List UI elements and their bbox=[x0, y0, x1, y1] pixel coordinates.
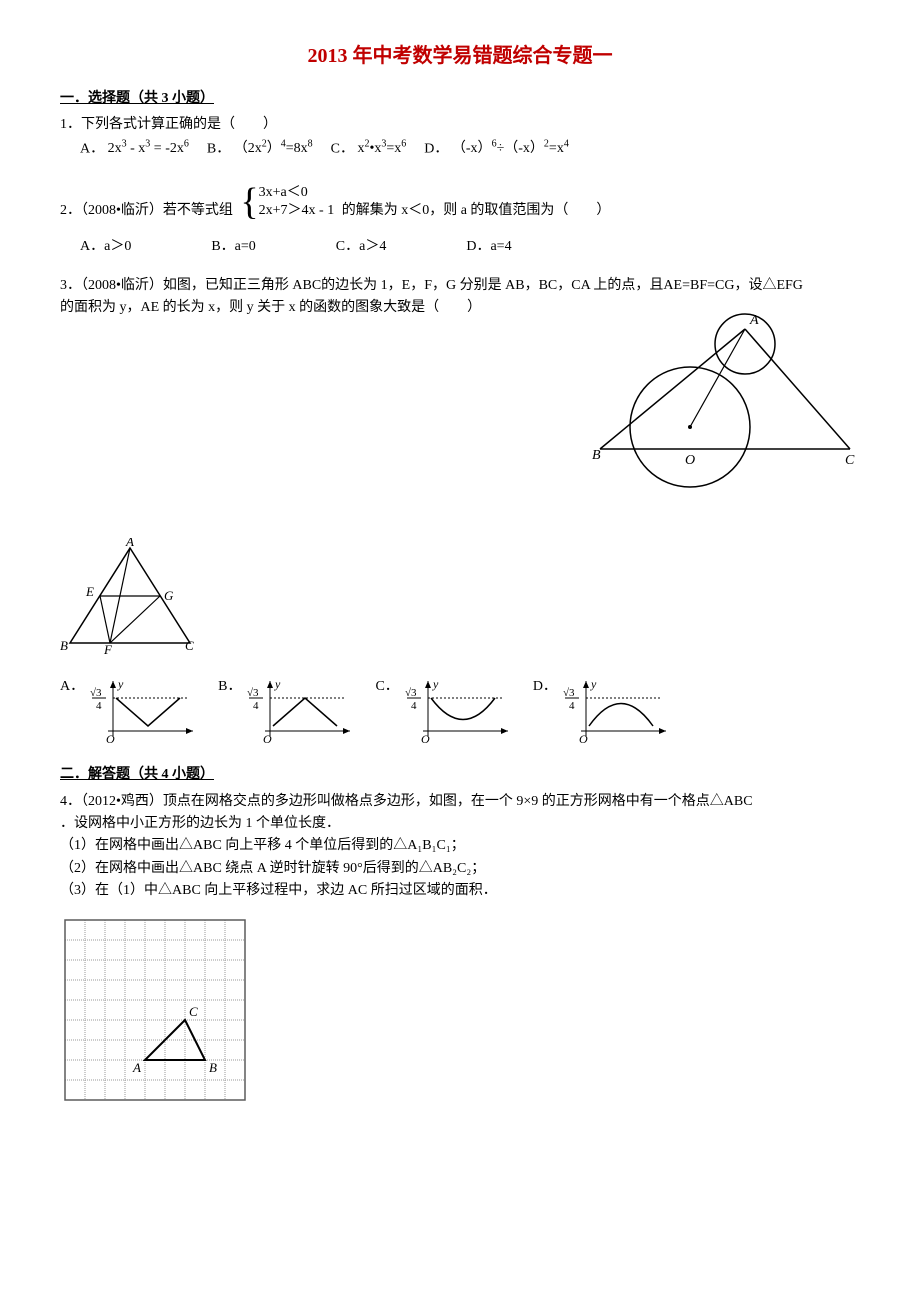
svg-text:√3: √3 bbox=[405, 687, 417, 699]
q1-optB-label: B． bbox=[207, 141, 230, 156]
question-3: 3．（2008•临沂）如图，已知正三角形 ABC的边长为 1，E，F，G 分别是… bbox=[60, 275, 860, 747]
q3-graph-options: A． √3 4 O y B． bbox=[60, 676, 860, 746]
q4-grid-figure: A B C bbox=[60, 915, 860, 1123]
q4-stem2: ．设网格中小正方形的边长为 1 个单位长度． bbox=[60, 813, 860, 835]
left-brace-icon: { bbox=[240, 183, 258, 221]
q1-optC: C． x2•x3=x6 bbox=[331, 137, 407, 161]
q3-optD-label: D． bbox=[533, 676, 557, 698]
svg-text:√3: √3 bbox=[247, 687, 259, 699]
svg-text:F: F bbox=[103, 642, 113, 657]
q3-optC: C． √3 4 O y bbox=[375, 676, 512, 746]
q3-figure-circles: A B C O bbox=[590, 309, 860, 507]
q4-sub3: （3）在（1）中△ABC 向上平移过程中，求边 AC 所扫过区域的面积． bbox=[60, 880, 860, 902]
svg-text:4: 4 bbox=[253, 700, 259, 712]
q3-figure-efg: A B C E G F bbox=[60, 538, 860, 666]
q3-optA-graph: √3 4 O y bbox=[88, 676, 198, 746]
q2-optC: C．a＞4 bbox=[336, 236, 387, 258]
section2-heading: 二．解答题（共 4 小题） bbox=[60, 764, 860, 786]
svg-text:B: B bbox=[60, 638, 68, 653]
question-4: 4．（2012•鸡西）顶点在网格交点的多边形叫做格点多边形，如图，在一个 9×9… bbox=[60, 791, 860, 1123]
svg-text:O: O bbox=[263, 732, 272, 746]
q3-optB-graph: √3 4 O y bbox=[245, 676, 355, 746]
q2-optA: A．a＞0 bbox=[80, 236, 131, 258]
q2-stem: 2．（2008•临沂）若不等式组 { 3x+a＜0 2x+7＞4x - 1 的解… bbox=[60, 183, 860, 222]
svg-text:4: 4 bbox=[569, 700, 575, 712]
question-1: 1．下列各式计算正确的是（ ） A． 2x3 - x3 = -2x6 B． （2… bbox=[60, 114, 860, 160]
svg-text:y: y bbox=[274, 677, 281, 691]
q1-optB-expr: （2x2）4=8x8 bbox=[234, 141, 313, 156]
q1-optC-label: C． bbox=[331, 141, 354, 156]
q3-optD: D． √3 4 O y bbox=[533, 676, 671, 746]
q2-stem-before: 2．（2008•临沂）若不等式组 bbox=[60, 203, 233, 218]
q3-line2: 的面积为 y，AE 的长为 x，则 y 关于 x 的函数的图象大致是（ ） bbox=[60, 297, 860, 319]
fig-label-O: O bbox=[685, 453, 695, 468]
q3-optA-label: A． bbox=[60, 676, 84, 698]
svg-text:O: O bbox=[106, 732, 115, 746]
svg-text:A: A bbox=[132, 1060, 141, 1075]
svg-text:G: G bbox=[164, 588, 174, 603]
page-title: 2013 年中考数学易错题综合专题一 bbox=[60, 40, 860, 72]
q3-line1: 3．（2008•临沂）如图，已知正三角形 ABC的边长为 1，E，F，G 分别是… bbox=[60, 275, 860, 297]
svg-text:C: C bbox=[185, 638, 194, 653]
q2-optD: D．a=4 bbox=[466, 236, 511, 258]
svg-text:4: 4 bbox=[96, 700, 102, 712]
q1-optA: A． 2x3 - x3 = -2x6 bbox=[80, 137, 189, 161]
q1-options: A． 2x3 - x3 = -2x6 B． （2x2）4=8x8 C． x2•x… bbox=[80, 137, 860, 161]
svg-text:E: E bbox=[85, 584, 94, 599]
q2-inequality-system: { 3x+a＜0 2x+7＞4x - 1 bbox=[240, 183, 334, 221]
svg-text:4: 4 bbox=[411, 700, 417, 712]
q3-optA: A． √3 4 O y bbox=[60, 676, 198, 746]
q3-optB: B． √3 4 O y bbox=[218, 676, 355, 746]
q3-optC-graph: √3 4 O y bbox=[403, 676, 513, 746]
q2-sys-line2: 2x+7＞4x - 1 bbox=[259, 202, 335, 220]
q3-optC-label: C． bbox=[375, 676, 398, 698]
svg-text:√3: √3 bbox=[563, 687, 575, 699]
q4-stem1: 4．（2012•鸡西）顶点在网格交点的多边形叫做格点多边形，如图，在一个 9×9… bbox=[60, 791, 860, 813]
question-2: 2．（2008•临沂）若不等式组 { 3x+a＜0 2x+7＞4x - 1 的解… bbox=[60, 183, 860, 259]
q1-optB: B． （2x2）4=8x8 bbox=[207, 137, 313, 161]
q3-optD-graph: √3 4 O y bbox=[561, 676, 671, 746]
svg-text:√3: √3 bbox=[90, 687, 102, 699]
svg-text:C: C bbox=[189, 1004, 198, 1019]
q2-sys-line1: 3x+a＜0 bbox=[259, 184, 335, 202]
q1-optA-expr: 2x3 - x3 = -2x6 bbox=[108, 141, 189, 156]
q2-stem-after: 的解集为 x＜0，则 a 的取值范围为（ ） bbox=[342, 203, 611, 218]
svg-text:y: y bbox=[117, 677, 124, 691]
fig-label-C: C bbox=[845, 453, 855, 468]
svg-text:y: y bbox=[590, 677, 597, 691]
svg-text:A: A bbox=[125, 538, 134, 549]
svg-text:y: y bbox=[432, 677, 439, 691]
q1-optA-label: A． bbox=[80, 141, 104, 156]
q4-sub1: （1）在网格中画出△ABC 向上平移 4 个单位后得到的△A₁B₁C₁； bbox=[60, 835, 860, 857]
svg-text:O: O bbox=[421, 732, 430, 746]
q2-optB: B．a=0 bbox=[211, 236, 255, 258]
q4-sub2: （2）在网格中画出△ABC 绕点 A 逆时针旋转 90°后得到的△AB₂C₂； bbox=[60, 858, 860, 880]
q2-options: A．a＞0 B．a=0 C．a＞4 D．a=4 bbox=[80, 236, 860, 258]
svg-text:O: O bbox=[579, 732, 588, 746]
q1-optD: D． （-x）6÷（-x）2=x4 bbox=[424, 137, 569, 161]
q1-optD-expr: （-x）6÷（-x）2=x4 bbox=[452, 141, 569, 156]
svg-text:B: B bbox=[209, 1060, 217, 1075]
q1-optC-expr: x2•x3=x6 bbox=[357, 141, 406, 156]
fig-label-B: B bbox=[592, 448, 601, 463]
q1-optD-label: D． bbox=[424, 141, 448, 156]
q3-optB-label: B． bbox=[218, 676, 241, 698]
section1-heading: 一．选择题（共 3 小题） bbox=[60, 88, 860, 110]
q1-stem: 1．下列各式计算正确的是（ ） bbox=[60, 114, 860, 136]
